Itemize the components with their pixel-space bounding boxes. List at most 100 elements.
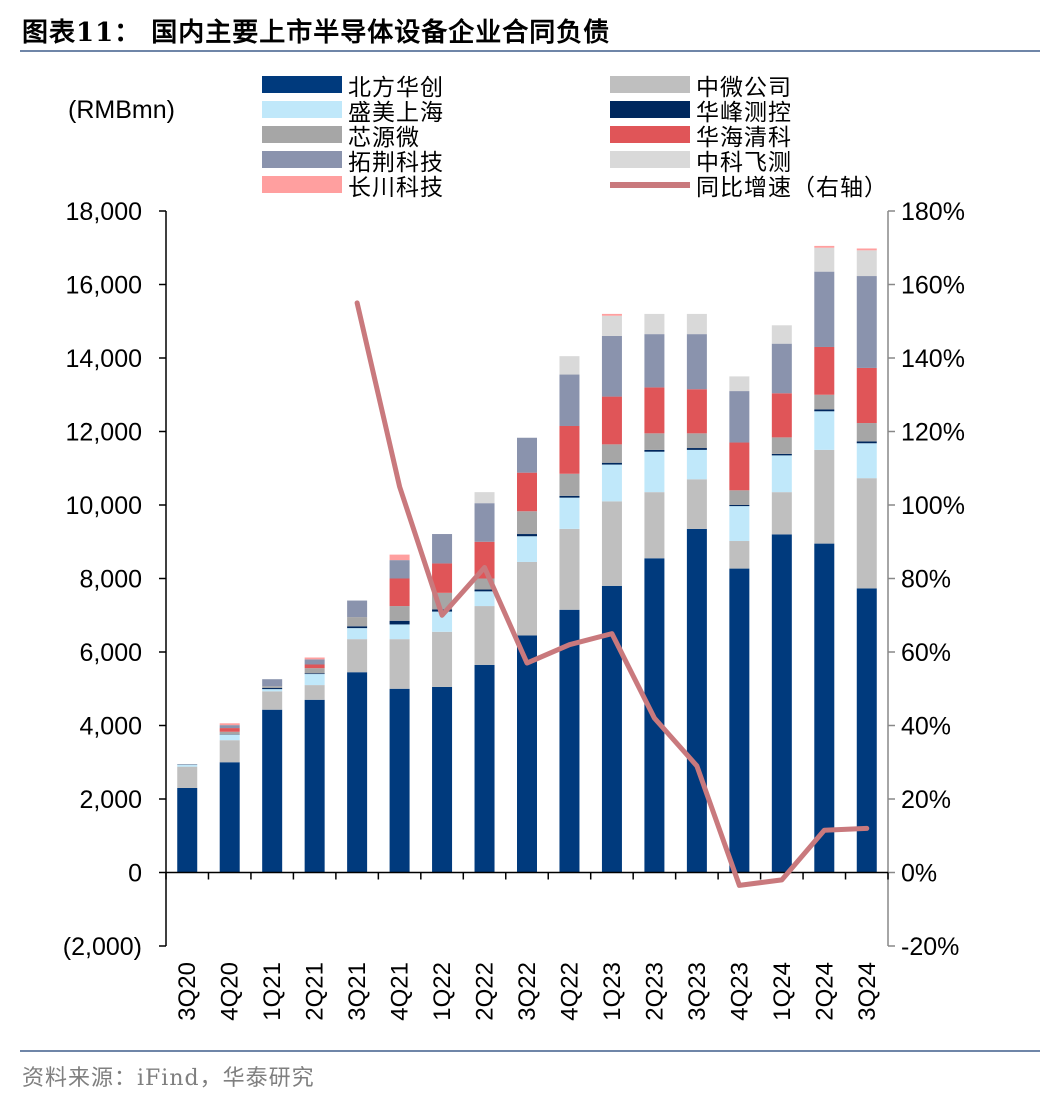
category-label: 3Q24 [854,962,881,1021]
legend-label: 拓荆科技 [348,149,444,176]
bar-segment [729,376,750,392]
category-label: 4Q23 [726,962,753,1021]
bar-segment [262,686,283,689]
bar-segment [517,536,537,562]
left-axis-tick-label: 6,000 [79,639,142,667]
bar-segment [686,449,707,480]
bar-segment [601,444,622,463]
bar-segment [347,626,368,629]
category-label: 3Q21 [344,962,371,1021]
legend-item: 华海清科 [610,122,792,151]
legend-color-swatch [610,101,690,118]
bar-segment [814,346,835,395]
legend-color-swatch [262,76,342,93]
left-axis-tick-label: 8,000 [79,566,142,594]
bar-segment [601,585,622,873]
right-axis-tick-label: 160% [901,272,965,300]
right-axis-tick-label: 0% [901,860,937,888]
bar-segment [177,787,198,873]
right-axis-tick-label: 120% [901,419,965,447]
bar-segment [474,606,495,665]
left-axis-tick-label: 10,000 [66,492,142,520]
bar-segment [347,600,368,618]
legend-line-swatch [610,181,690,188]
legend-label: 华海清科 [696,124,792,151]
left-axis-tick-label: 14,000 [66,345,142,373]
bar-segment [517,635,537,873]
bar-segment [644,451,665,493]
bar-segment [177,766,198,788]
bar-segment [856,478,877,589]
chart-area: (2,000) 0 2,000 4,000 6,000 8,000 10,000 12,000… [63,198,965,1021]
bar-segment [601,464,622,502]
bar-segment [347,617,368,627]
category-label: 2Q22 [472,962,499,1021]
bar-segment [432,534,453,564]
bar-segment [856,588,877,873]
bar-segment [559,374,580,426]
bar-segment [856,443,877,479]
bar-segment [729,505,750,507]
category-label: 4Q20 [217,962,244,1021]
legend-item: 同比增速（右轴） [610,172,888,201]
bar-segment [304,657,325,660]
category-label: 2Q23 [641,962,668,1021]
bar-segment [559,425,580,474]
legend-color-swatch [262,151,342,168]
legend-label: 盛美上海 [348,99,444,126]
bar-segment [559,497,580,529]
bar-segment [347,639,368,673]
legend-color-swatch [610,151,690,168]
bar-segment [347,628,368,640]
left-axis-tick-label: 4,000 [79,713,142,741]
right-axis-tick-label: 180% [901,198,965,226]
source-note: 资料来源：iFind，华泰研究 [22,1066,315,1091]
legend-label: 同比增速（右轴） [696,174,888,201]
bar-segment [219,740,240,763]
bar-segment [856,276,877,368]
bar-segment [474,591,495,607]
unit-label: (RMBmn) [68,96,175,124]
bar-segment [304,659,325,665]
bar-segment [644,313,665,335]
legend-item: 北方华创 [262,72,444,101]
bar-segment [262,709,283,873]
left-axis-tick-label: 2,000 [79,786,142,814]
legend-label: 长川科技 [348,174,444,201]
legend-item: 中科飞测 [610,147,792,176]
bar-segment [262,679,283,687]
bar-segment [771,393,792,438]
bar-segment [814,449,835,544]
bar-segment [686,433,707,449]
bar-segment [432,686,453,873]
legend-item: 长川科技 [262,172,444,201]
bar-segment [389,606,410,621]
category-label: 3Q23 [684,962,711,1021]
bar-segment [262,688,283,690]
bar-segment [474,664,495,873]
legend-label: 华峰测控 [696,99,792,126]
category-label: 3Q20 [174,962,201,1021]
bar-segment [814,245,835,248]
legend-item: 盛美上海 [262,97,444,126]
bar-segment [771,343,792,394]
right-axis-tick-label: -20% [901,933,959,961]
legend-item: 拓荆科技 [262,147,444,176]
bar-segment [601,335,622,397]
legend-color-swatch [262,101,342,118]
bar-segment [559,528,580,610]
bar-segment [262,689,283,692]
bar-segment [559,473,580,496]
right-axis-tick-label: 60% [901,639,951,667]
bar-segment [474,492,495,504]
bar-segment [601,501,622,586]
left-axis-tick-label: 18,000 [66,198,142,226]
bar-segment [219,762,240,873]
bar-segment [304,664,325,669]
bar-segment [601,315,622,336]
bar-segment [304,668,325,674]
bar-segment [389,639,410,689]
bar-segment [856,250,877,277]
bar-segment [304,685,325,700]
bar-segment [559,356,580,375]
